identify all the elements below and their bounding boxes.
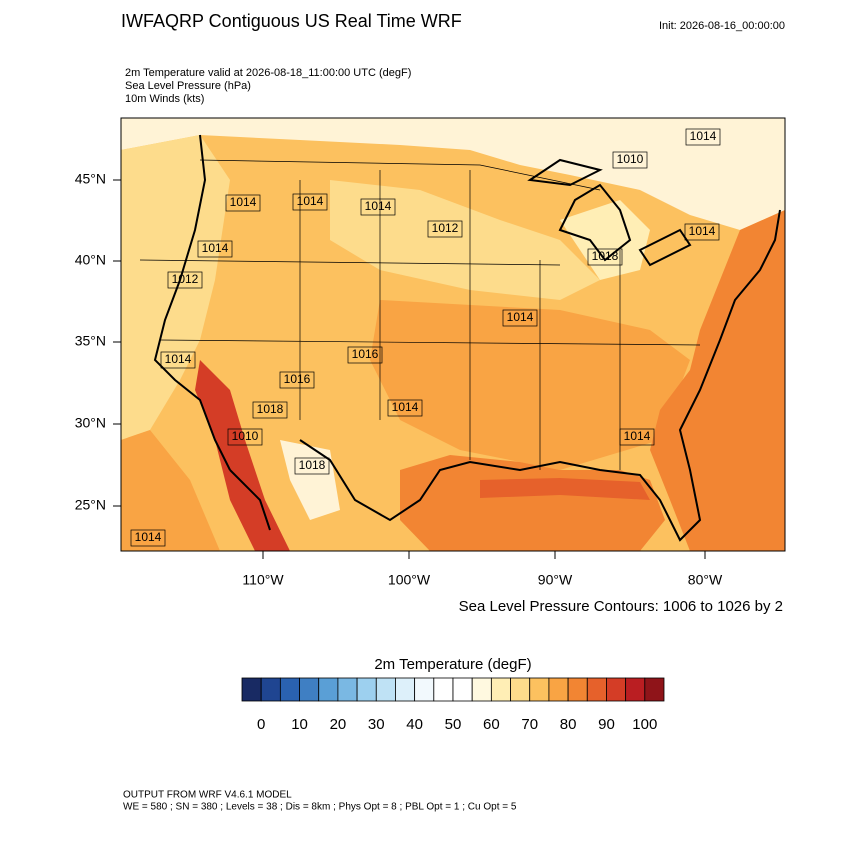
contour-label: 1014 — [165, 352, 192, 366]
contour-label-box — [197, 240, 233, 258]
lat-label: 25°N — [75, 497, 106, 513]
contour-label-box — [685, 128, 721, 146]
contour-label: 1014 — [690, 129, 717, 143]
lat-label: 35°N — [75, 333, 106, 349]
colorbar-label: 50 — [445, 716, 462, 733]
contour-label-box — [347, 346, 383, 364]
colorbar-box — [548, 677, 569, 702]
contour-label-box — [167, 271, 203, 289]
colorbar-box — [586, 677, 607, 702]
contour-label-box — [130, 529, 166, 547]
contour-label: 1014 — [365, 199, 392, 213]
colorbar-box — [375, 677, 396, 702]
colorbar-label: 30 — [368, 716, 385, 733]
colorbar-box — [644, 677, 665, 702]
contour-label-box — [587, 248, 623, 266]
contour-label-box — [294, 457, 330, 475]
contour-label-box — [252, 401, 288, 419]
lat-label: 40°N — [75, 252, 106, 268]
contour-label: 1018 — [257, 402, 284, 416]
colorbar-label: 20 — [330, 716, 347, 733]
colorbar-box — [279, 677, 300, 702]
contour-label: 1018 — [299, 458, 326, 472]
contour-label: 1016 — [284, 372, 311, 386]
contour-label-box — [279, 371, 315, 389]
colorbar-label: 40 — [406, 716, 423, 733]
contour-label: 1014 — [297, 194, 324, 208]
contour-label-box — [387, 399, 423, 417]
contour-label: 1014 — [202, 241, 229, 255]
contour-label-box — [502, 309, 538, 327]
contour-label-box — [612, 151, 648, 169]
contour-label: 1014 — [689, 224, 716, 238]
lat-label: 30°N — [75, 415, 106, 431]
colorbar-box — [606, 677, 627, 702]
contour-label-box — [360, 198, 396, 216]
colorbar-box — [260, 677, 281, 702]
contour-label: 1012 — [432, 221, 459, 235]
colorbar-label: 0 — [257, 716, 265, 733]
footer-line: WE = 580 ; SN = 380 ; Levels = 38 ; Dis … — [123, 802, 517, 813]
contour-label: 1010 — [617, 152, 644, 166]
lat-label: 45°N — [75, 171, 106, 187]
colorbar-box — [471, 677, 492, 702]
lon-label: 100°W — [388, 572, 431, 588]
colorbar-label: 80 — [560, 716, 577, 733]
contour-label: 1010 — [232, 429, 259, 443]
contour-label-box — [225, 194, 261, 212]
contour-label-box — [684, 223, 720, 241]
contour-label: 1016 — [352, 347, 379, 361]
contour-label: 1014 — [230, 195, 257, 209]
colorbar-box — [567, 677, 588, 702]
colorbar-box — [433, 677, 454, 702]
contour-label: 1014 — [507, 310, 534, 324]
footer-line: OUTPUT FROM WRF V4.6.1 MODEL — [123, 790, 292, 801]
contour-label: 1012 — [172, 272, 199, 286]
lon-label: 110°W — [242, 572, 284, 588]
colorbar-box — [299, 677, 320, 702]
colorbar-box — [395, 677, 416, 702]
colorbar-title: 2m Temperature (degF) — [374, 656, 531, 673]
field-label: Sea Level Pressure (hPa) — [125, 80, 251, 92]
colorbar-label: 90 — [598, 716, 615, 733]
contour-label-box — [427, 220, 463, 238]
contour-label-box — [160, 351, 196, 369]
colorbar-box — [529, 677, 550, 702]
colorbar-label: 100 — [632, 716, 657, 733]
contour-info: Sea Level Pressure Contours: 1006 to 102… — [459, 598, 783, 615]
colorbar-label: 60 — [483, 716, 500, 733]
colorbar-box — [510, 677, 531, 702]
colorbar-box — [337, 677, 358, 702]
contour-label: 1018 — [592, 249, 619, 263]
map-field — [121, 118, 785, 551]
contour-label-box — [227, 428, 263, 446]
colorbar-box — [490, 677, 511, 702]
init-time: Init: 2026-08-16_00:00:00 — [659, 20, 785, 32]
map-frame — [120, 117, 786, 552]
colorbar-label: 10 — [291, 716, 308, 733]
colorbar-box — [356, 677, 377, 702]
colorbar-label: 70 — [521, 716, 538, 733]
field-label: 10m Winds (kts) — [125, 93, 204, 105]
title: IWFAQRP Contiguous US Real Time WRF — [121, 11, 462, 31]
contour-label: 1014 — [392, 400, 419, 414]
colorbar-box — [241, 677, 262, 702]
colorbar-box — [452, 677, 473, 702]
contour-label: 1014 — [624, 429, 651, 443]
colorbar-box — [625, 677, 646, 702]
colorbar-box — [318, 677, 339, 702]
lon-label: 80°W — [688, 572, 723, 588]
contour-label-box — [292, 193, 328, 211]
contour-label-box — [619, 428, 655, 446]
colorbar-box — [414, 677, 435, 702]
field-label: 2m Temperature valid at 2026-08-18_11:00… — [125, 67, 411, 79]
lon-label: 90°W — [538, 572, 573, 588]
contour-label: 1014 — [135, 530, 162, 544]
